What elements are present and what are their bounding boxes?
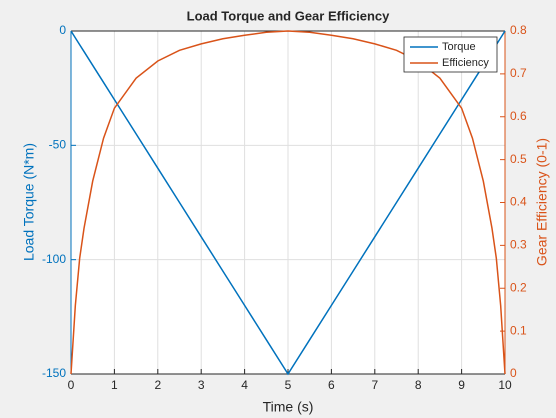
y2-tick-label: 0 [510, 366, 517, 380]
x-tick-label: 10 [498, 378, 512, 392]
y-tick-label: -50 [49, 138, 67, 152]
x-tick-label: 1 [111, 378, 118, 392]
x-tick-label: 9 [458, 378, 465, 392]
x-tick-label: 5 [285, 378, 292, 392]
y-axis-label: Load Torque (N*m) [21, 143, 37, 261]
y-tick-label: 0 [59, 23, 66, 37]
y2-tick-label: 0.6 [510, 109, 527, 123]
x-tick-label: 6 [328, 378, 335, 392]
legend-label: Efficiency [442, 57, 489, 69]
y-tick-label: -100 [42, 252, 66, 266]
y2-tick-label: 0.5 [510, 152, 527, 166]
data-line [70, 30, 506, 375]
data-line [70, 30, 506, 376]
y2-tick-label: 0.7 [510, 66, 527, 80]
x-tick-label: 3 [198, 378, 205, 392]
legend-label: Torque [442, 41, 476, 53]
y2-tick-label: 0.3 [510, 238, 527, 252]
x-tick-label: 2 [154, 378, 161, 392]
y2-axis-label: Gear Efficiency (0-1) [534, 138, 550, 266]
legend-box [403, 36, 498, 73]
x-tick-label: 4 [241, 378, 248, 392]
y-tick-label: -150 [42, 366, 66, 380]
x-axis-label: Time (s) [263, 399, 314, 415]
x-tick-label: 7 [371, 378, 378, 392]
y2-tick-label: 0.2 [510, 280, 527, 294]
x-tick-label: 8 [415, 378, 422, 392]
y2-tick-label: 0.1 [510, 323, 527, 337]
y2-tick-label: 0.4 [510, 195, 527, 209]
x-tick-label: 0 [68, 378, 75, 392]
y2-tick-label: 0.8 [510, 23, 527, 37]
chart-title: Load Torque and Gear Efficiency [187, 8, 391, 23]
